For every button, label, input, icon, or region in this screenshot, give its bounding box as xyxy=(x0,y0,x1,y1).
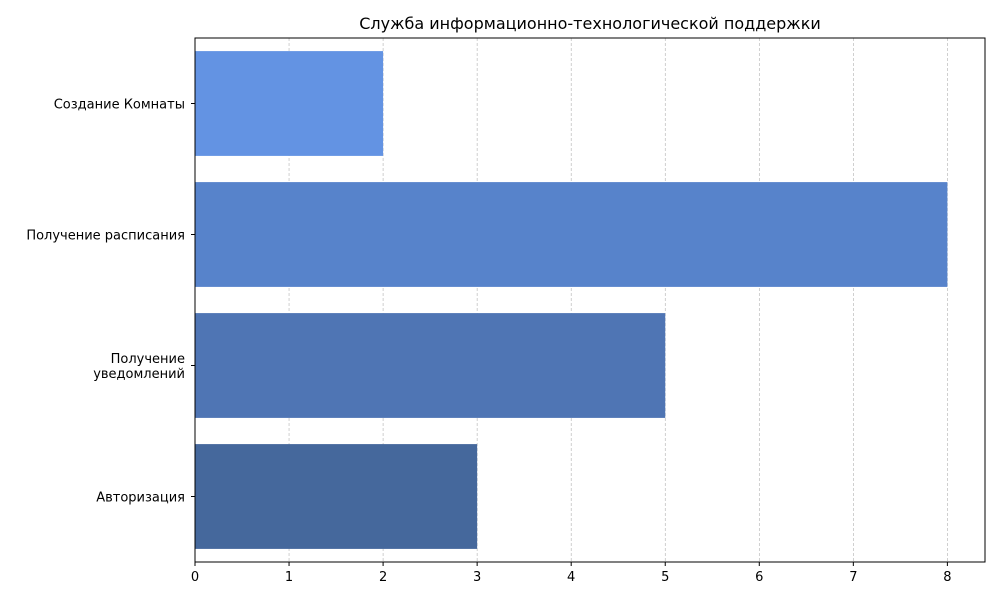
x-tick-label: 1 xyxy=(285,570,293,585)
bars xyxy=(195,51,948,549)
x-axis-ticks: 0 1 2 3 4 5 6 7 8 xyxy=(191,562,952,585)
bar xyxy=(195,182,948,287)
bar xyxy=(195,444,478,549)
y-tick-label: Получение расписания xyxy=(26,229,185,244)
bar xyxy=(195,313,666,418)
y-tick-label: Получение уведомлений xyxy=(93,352,185,382)
x-tick-label: 7 xyxy=(849,570,857,585)
x-tick-label: 8 xyxy=(943,570,951,585)
x-tick-label: 5 xyxy=(661,570,669,585)
x-tick-label: 0 xyxy=(191,570,199,585)
chart-title: Служба информационно-технологической под… xyxy=(359,14,821,33)
bar xyxy=(195,51,384,156)
x-tick-label: 3 xyxy=(473,570,481,585)
y-tick-label: Создание Комнаты xyxy=(54,98,185,113)
y-tick-label: Авторизация xyxy=(96,491,185,506)
y-axis-ticks: Авторизация Получение уведомлений Получение… xyxy=(26,98,195,506)
x-tick-label: 4 xyxy=(567,570,575,585)
axes-frame xyxy=(194,37,986,563)
x-tick-label: 6 xyxy=(755,570,763,585)
x-tick-label: 2 xyxy=(379,570,387,585)
